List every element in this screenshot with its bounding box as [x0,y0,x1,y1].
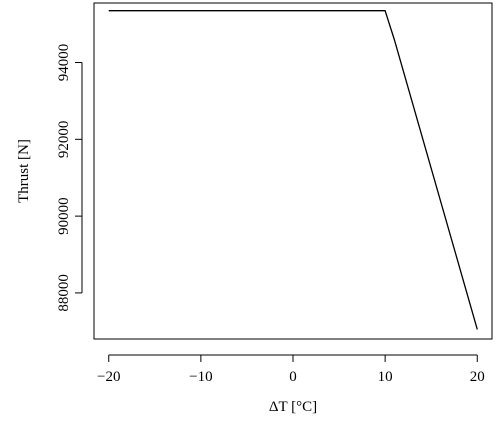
y-tick-label: 90000 [56,197,72,235]
y-axis: 88000 90000 92000 94000 [56,44,83,312]
plot-area-frame [93,2,493,340]
x-tick-label: −10 [189,369,212,385]
y-tick-label: 94000 [56,44,72,82]
x-tick-label: 0 [289,369,297,385]
x-tick-label: −20 [97,369,120,385]
x-tick-label: 20 [470,369,485,385]
y-tick-label: 92000 [56,121,72,159]
y-tick-label: 88000 [56,274,72,312]
series-layer [108,10,478,330]
y-axis-title: Thrust [N] [16,139,32,203]
x-axis-title: ΔT [°C] [269,399,317,415]
series-line [108,10,478,330]
x-axis: −20 −10 0 10 20 [97,354,485,385]
x-tick-label: 10 [378,369,393,385]
